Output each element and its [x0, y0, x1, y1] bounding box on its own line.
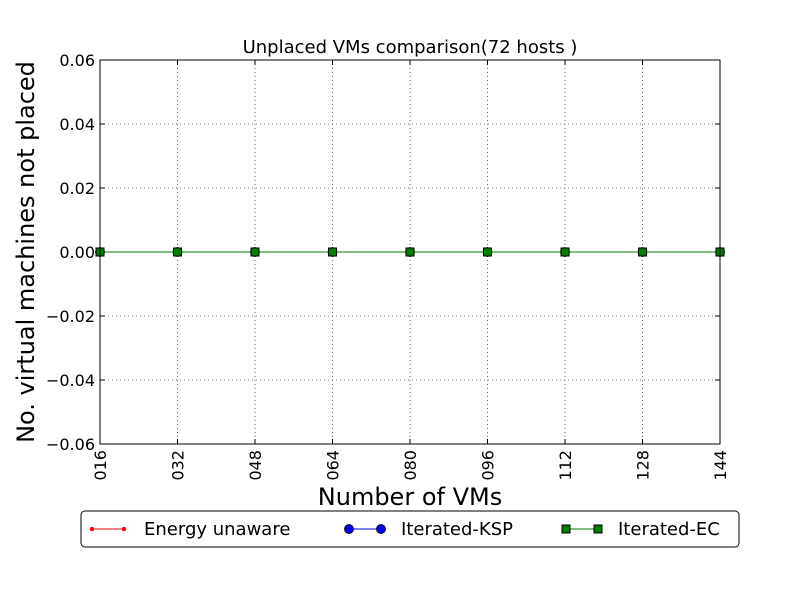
legend-marker: [344, 524, 354, 534]
x-tick-label: 048: [246, 450, 265, 481]
data-point: [250, 247, 260, 257]
y-tick-label: 0.00: [59, 243, 95, 262]
x-tick-label: 016: [91, 450, 110, 481]
series-layer: [95, 247, 725, 257]
x-tick-label: 144: [711, 450, 730, 481]
legend-entry: Energy unaware: [89, 519, 290, 540]
data-point: [638, 247, 647, 257]
chart-title: Unplaced VMs comparison(72 hosts ): [243, 37, 578, 58]
y-tick-label: −0.06: [46, 435, 95, 454]
x-tick-label: 080: [401, 450, 420, 481]
data-point: [483, 247, 492, 257]
x-axis-label: Number of VMs: [318, 483, 502, 511]
x-tick-label: 064: [324, 450, 343, 481]
plot-frame: [99, 59, 721, 445]
x-axis: 016 032 048 064 080 096 112 128 144: [91, 60, 730, 481]
y-tick-label: −0.04: [46, 371, 95, 390]
y-axis-label: No. virtual machines not placed: [12, 61, 40, 443]
series-iterated-ec: [95, 247, 725, 257]
legend-marker: [89, 526, 95, 532]
legend-entry: Iterated-EC: [561, 519, 720, 540]
data-point: [173, 247, 182, 257]
legend-box: [80, 510, 740, 548]
y-tick-label: −0.02: [46, 307, 95, 326]
legend-marker: [561, 524, 571, 534]
legend-entry: Iterated-KSP: [344, 519, 513, 540]
legend-marker: [376, 524, 386, 534]
y-tick-label: 0.02: [59, 179, 95, 198]
legend-label: Iterated-KSP: [401, 519, 513, 540]
legend-label: Iterated-EC: [618, 519, 720, 540]
y-tick-label: 0.06: [59, 51, 95, 70]
x-tick-label: 032: [169, 450, 188, 481]
y-tick-label: 0.04: [59, 115, 95, 134]
legend-label: Energy unaware: [144, 519, 290, 540]
legend-marker: [121, 526, 127, 532]
data-point: [560, 247, 570, 257]
data-point: [405, 247, 415, 257]
x-tick-label: 128: [634, 450, 653, 481]
legend-marker: [593, 524, 603, 534]
x-tick-label: 112: [556, 450, 575, 481]
x-tick-label: 096: [479, 450, 498, 481]
legend: Energy unaware Iterated-KSP Iterated-EC: [80, 510, 740, 548]
data-point: [328, 247, 337, 257]
